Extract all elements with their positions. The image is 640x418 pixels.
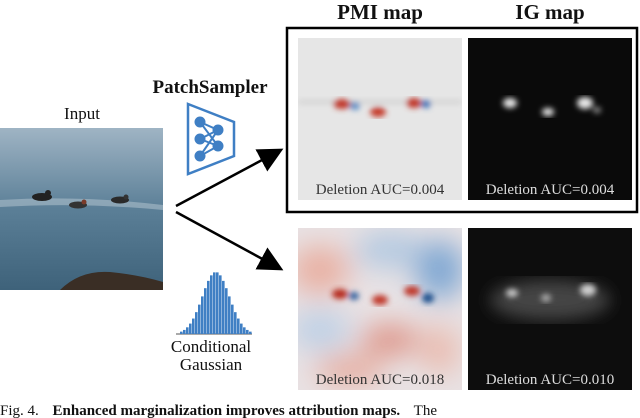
sampler-label: PatchSampler	[152, 77, 268, 98]
gaussian-bar	[189, 323, 192, 334]
caption-bold: Enhanced marginalization improves attrib…	[53, 403, 401, 418]
gaussian-label: Gaussian	[180, 355, 243, 374]
caption-label: Fig. 4.	[0, 403, 39, 418]
gaussian-icon	[176, 272, 252, 335]
gaussian-bar	[231, 304, 234, 334]
caption-rest: The	[414, 403, 438, 418]
gaussian-label: Conditional	[171, 337, 252, 356]
gaussian-bar	[225, 288, 228, 334]
auc-label: Deletion AUC=0.004	[316, 182, 445, 198]
column-header: PMI map	[337, 0, 423, 24]
input-image	[0, 128, 163, 290]
gaussian-bar	[228, 296, 231, 334]
arrow	[175, 148, 284, 208]
gaussian-bar	[207, 280, 210, 334]
gaussian-bar	[195, 312, 198, 334]
ig-map	[468, 38, 632, 200]
network-icon	[186, 102, 236, 176]
caption: Fig. 4. Enhanced marginalization improve…	[0, 403, 437, 418]
gaussian-bar	[198, 304, 201, 334]
pmi-map	[298, 228, 462, 390]
gaussian-bar	[183, 329, 186, 334]
auc-label: Deletion AUC=0.004	[486, 182, 615, 198]
gaussian-bar	[237, 318, 240, 334]
auc-label: Deletion AUC=0.010	[486, 372, 614, 388]
gaussian-bar	[240, 323, 243, 334]
gaussian-bar	[249, 331, 252, 334]
gaussian-bar	[204, 288, 207, 334]
gaussian-bar	[180, 331, 183, 334]
gaussian-bar	[201, 296, 204, 334]
ig-map	[468, 228, 632, 390]
pmi-map	[298, 38, 462, 200]
gaussian-bar	[213, 272, 216, 334]
highlight-box	[285, 26, 639, 214]
gaussian-bar	[186, 327, 189, 334]
gaussian-bar	[222, 280, 225, 334]
gaussian-bar	[234, 312, 237, 334]
column-header: IG map	[515, 0, 584, 24]
gaussian-bar	[192, 318, 195, 334]
gaussian-bar	[216, 272, 219, 334]
arrow	[175, 210, 284, 271]
input-label: Input	[64, 104, 100, 123]
gaussian-bar	[246, 329, 249, 334]
gaussian-bar	[210, 275, 213, 334]
auc-label: Deletion AUC=0.018	[316, 372, 444, 388]
gaussian-bar	[243, 327, 246, 334]
gaussian-bar	[219, 275, 222, 334]
